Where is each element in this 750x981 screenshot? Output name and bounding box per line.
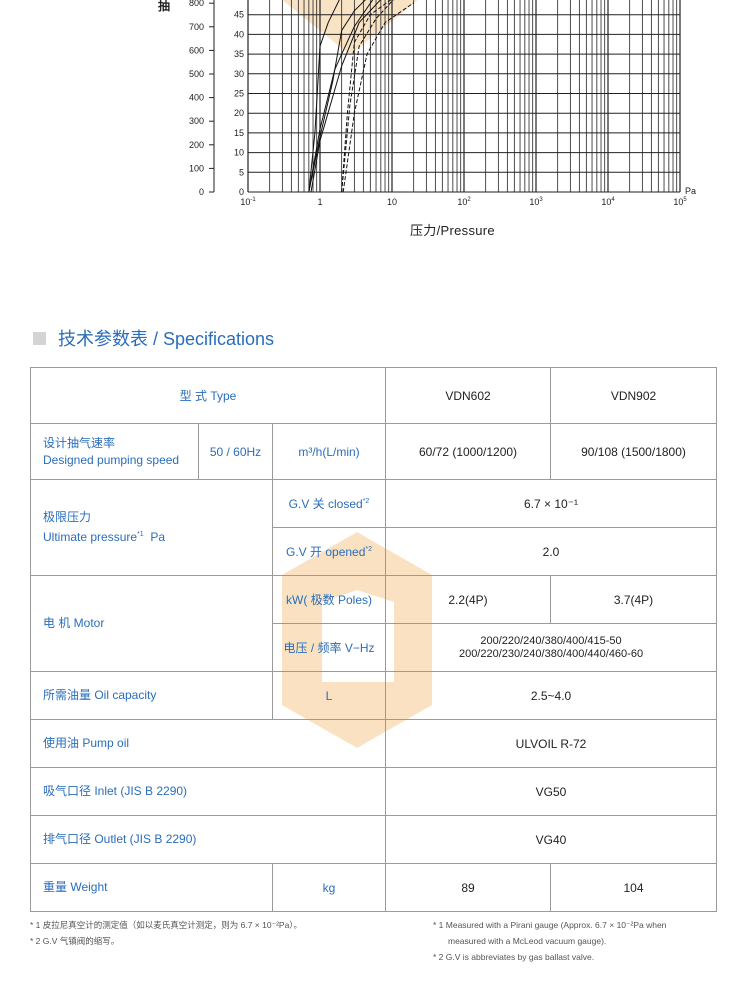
outlet-value: VG40 (385, 815, 718, 864)
x-tick-label: 104 (601, 197, 615, 207)
pump-oil-value: ULVOIL R-72 (385, 719, 718, 768)
gv-closed-value: 6.7 × 10⁻¹ (385, 479, 718, 528)
y-left-tick-label: 400 (189, 93, 204, 103)
model-header: VDN602 (385, 367, 552, 424)
oil-capacity-value: 2.5~4.0 (385, 671, 718, 720)
x-unit-label: Pa (685, 186, 696, 196)
ultimate-pressure-label: 极限压力 Ultimate pressure*1 Pa (30, 479, 273, 576)
performance-curve (308, 0, 366, 193)
motor-kw-value: 3.7(4P) (550, 575, 718, 624)
oil-capacity-unit: L (271, 671, 387, 720)
weight-value: 104 (550, 863, 718, 912)
inlet-label: 吸气口径 Inlet (JIS B 2290) (29, 767, 387, 816)
model-header: VDN902 (550, 367, 718, 424)
footnotes-en: * 1 Measured with a Pirani gauge (Approx… (433, 917, 666, 965)
section-title: 技术参数表 / Specifications (58, 329, 275, 349)
y-left-tick-label: 700 (189, 22, 204, 32)
speed-value: 90/108 (1500/1800) (550, 423, 718, 480)
footnote: * 1 皮拉尼真空计的测定值（如以麦氏真空计测定，则为 6.7 × 10⁻²Pa… (30, 920, 303, 930)
speed-frequency: 50 / 60Hz (198, 423, 273, 480)
table-row: 型 式 Type VDN602 VDN902 (29, 367, 718, 424)
y-left-tick-label: 100 (189, 163, 204, 173)
x-axis-label: 压力/Pressure (410, 223, 495, 238)
table-row: 重量 Weight kg 89 104 (30, 863, 718, 912)
table-row: 设计抽气速率 Designed pumping speed 50 / 60Hz m… (30, 423, 718, 480)
y-right-tick-label: 5 (239, 167, 244, 177)
weight-unit: kg (271, 863, 387, 912)
pump-oil-label: 使用油 Pump oil (29, 719, 387, 768)
motor-voltage-value: 200/220/240/380/400/415-50 200/220/230/24… (385, 623, 718, 672)
specifications-table: 型 式 Type VDN602 VDN902 设计抽气速率 Designed pu… (29, 367, 718, 912)
motor-label: 电 机 Motor (30, 575, 273, 672)
footnotes-cn: * 1 皮拉尼真空计的测定值（如以麦氏真空计测定，则为 6.7 × 10⁻²Pa… (30, 917, 302, 949)
motor-voltage-label: 电压 / 频率 V−Hz (271, 623, 387, 672)
y-left-tick-label: 500 (189, 69, 204, 79)
y-right-tick-label: 10 (234, 148, 244, 158)
x-tick-label: 105 (673, 197, 687, 207)
motor-kw-label: kW( 极数 Poles) (271, 575, 387, 624)
speed-value: 60/72 (1000/1200) (385, 423, 552, 480)
footnote: * 2 G.V 气镇阀的缩写。 (30, 936, 120, 946)
y-right-tick-label: 25 (234, 89, 244, 99)
x-tick-label: 102 (457, 197, 471, 207)
gv-opened-label: G.V 开 opened*2 (271, 527, 387, 576)
inlet-value: VG50 (385, 767, 718, 816)
table-row: 使用油 Pump oil ULVOIL R-72 (29, 719, 718, 768)
speed-label: 设计抽气速率 Designed pumping speed (30, 423, 199, 480)
motor-kw-value: 2.2(4P) (385, 575, 552, 624)
y-right-tick-label: 45 (234, 10, 244, 20)
table-row: 排气口径 Outlet (JIS B 2290) VG40 (29, 815, 718, 864)
weight-value: 89 (385, 863, 552, 912)
y-left-tick-label: 800 (189, 0, 204, 8)
table-row: 电压 / 频率 V−Hz 200/220/240/380/400/415-50 2… (31, 623, 718, 672)
square-bullet-icon (33, 331, 46, 345)
y-axis-label: 抽 (158, 0, 170, 13)
table-row: 电 机 Motor kW( 极数 Poles) 2.2(4P) 3.7(4P) (30, 575, 718, 672)
x-tick-label: 10 (387, 197, 397, 207)
y-right-tick-label: 20 (234, 108, 244, 118)
performance-curve (310, 0, 382, 193)
performance-curve (308, 0, 374, 193)
y-right-tick-label: 35 (234, 49, 244, 59)
watermark-shape (282, 0, 418, 55)
gv-opened-value: 2.0 (385, 527, 718, 576)
y-left-tick-label: 300 (189, 116, 204, 126)
performance-curve (342, 2, 414, 193)
x-tick-label: 10-1 (240, 197, 256, 207)
x-tick-label: 103 (529, 197, 543, 207)
table-row: 极限压力 Ultimate pressure*1 Pa G.V 关 closed*… (30, 479, 718, 576)
performance-curve (308, 0, 340, 193)
outlet-label: 排气口径 Outlet (JIS B 2290) (29, 815, 387, 864)
y-left-tick-label: 200 (189, 140, 204, 150)
oil-capacity-label: 所需油量 Oil capacity (30, 671, 273, 720)
type-header: 型 式 Type (29, 367, 387, 424)
performance-curve (341, 0, 394, 193)
footnote: * 2 G.V is abbreviates by gas ballast va… (433, 952, 595, 962)
weight-label: 重量 Weight (30, 863, 273, 912)
footnote: measured with a McLeod vacuum gauge). (448, 936, 607, 946)
speed-unit: m³/h(L/min) (271, 423, 387, 480)
footnote: * 1 Measured with a Pirani gauge (Approx… (433, 920, 667, 930)
y-right-tick-label: 30 (234, 69, 244, 79)
gv-closed-label: G.V 关 closed*2 (271, 479, 387, 528)
y-right-tick-label: 40 (234, 29, 244, 39)
table-row: 所需油量 Oil capacity L 2.5~4.0 (30, 671, 718, 720)
y-right-tick-label: 0 (239, 187, 244, 197)
x-tick-label: 1 (317, 197, 322, 207)
y-left-tick-label: 0 (199, 187, 204, 197)
y-left-tick-label: 600 (189, 45, 204, 55)
table-row: 吸气口径 Inlet (JIS B 2290) VG50 (29, 767, 718, 816)
pumping-speed-chart: 0 5 10 15 20 25 30 35 40 45 0 100 200 300 400 500 600 700… (158, 0, 696, 207)
section-header: 技术参数表 / Specifications (33, 325, 274, 351)
y-right-tick-label: 15 (234, 128, 244, 138)
